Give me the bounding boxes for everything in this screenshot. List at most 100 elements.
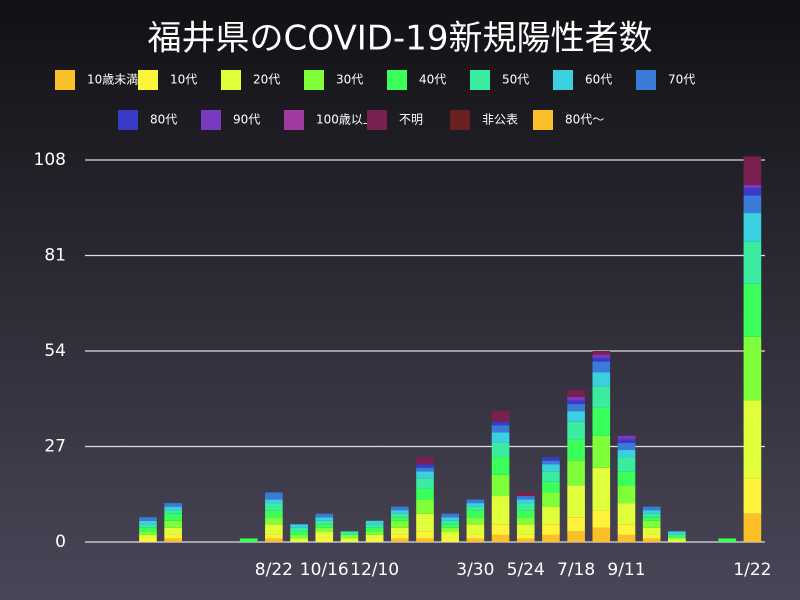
bar-segment — [516, 499, 535, 504]
bar-segment — [743, 283, 762, 337]
bar-segment — [290, 534, 308, 539]
bar-segment — [491, 474, 510, 497]
bar-segment — [642, 538, 661, 542]
bar-segment — [164, 520, 182, 528]
bar-segment — [592, 467, 611, 511]
bar-segment — [516, 524, 535, 535]
bar-segment — [567, 439, 585, 461]
legend-swatch — [221, 70, 241, 90]
bar-segment — [265, 499, 283, 504]
bar-segment — [567, 389, 585, 397]
x-tick-label: 9/11 — [607, 560, 645, 580]
bar-segment — [391, 538, 409, 542]
bar-segment — [164, 534, 182, 539]
bar-segment — [365, 524, 384, 528]
bar-segment — [139, 531, 157, 535]
bar-segment — [416, 499, 434, 514]
bar-segment — [290, 531, 308, 535]
legend-swatch — [470, 70, 490, 90]
legend-swatch — [138, 70, 158, 90]
bar-segment — [516, 517, 535, 525]
y-tick-label: 0 — [55, 532, 66, 552]
bar-segment — [416, 538, 434, 542]
legend-label: 90代 — [233, 113, 260, 127]
bar-segment — [491, 421, 510, 426]
bar-segment — [592, 510, 611, 528]
bar-segment — [567, 404, 585, 412]
bar-segment — [340, 534, 359, 539]
y-tick-label: 81 — [44, 246, 66, 266]
y-tick-label: 108 — [34, 150, 66, 170]
bar-segment — [164, 503, 182, 507]
bar-segment — [567, 400, 585, 405]
bar-segment — [365, 538, 384, 542]
bar-segment — [164, 527, 182, 535]
bar-segment — [441, 513, 459, 518]
bar-segment — [265, 517, 283, 525]
legend-swatch — [367, 110, 387, 130]
bar-segment — [743, 213, 762, 242]
legend-label: 20代 — [253, 73, 280, 87]
bar-segment — [466, 534, 485, 539]
bar-segment — [139, 520, 157, 525]
legend-swatch — [55, 70, 75, 90]
legend-swatch — [636, 70, 656, 90]
bar-segment — [542, 534, 560, 542]
bar-segment — [567, 517, 585, 532]
bar-segment — [743, 195, 762, 214]
bar-segment — [743, 241, 762, 284]
bar-segment — [668, 534, 686, 539]
bar-segment — [592, 386, 611, 408]
bar-segment — [542, 460, 560, 465]
bar-segment — [441, 538, 459, 542]
bar-segment — [416, 464, 434, 468]
bar-segment — [542, 524, 560, 535]
bar-segment — [391, 506, 409, 511]
bar-segment — [516, 496, 535, 500]
bar-segment — [416, 457, 434, 465]
bar-segment — [592, 435, 611, 468]
bar-segment — [239, 538, 258, 542]
legend-label: 40代 — [419, 73, 446, 87]
y-tick-label: 27 — [44, 437, 66, 457]
legend-label: 50代 — [502, 73, 529, 87]
bar-segment — [592, 351, 611, 355]
bar-segment — [290, 524, 308, 528]
x-tick-label: 5/24 — [507, 560, 545, 580]
bar-segment — [391, 520, 409, 528]
bar-segment — [567, 396, 585, 401]
bar-segment — [466, 524, 485, 535]
x-tick-label: 3/30 — [456, 560, 494, 580]
bar-segment — [642, 520, 661, 528]
bar-segment — [391, 534, 409, 539]
bar-segment — [567, 485, 585, 518]
x-tick-label: 8/22 — [255, 560, 293, 580]
bar-segment — [592, 407, 611, 436]
bar-segment — [617, 503, 636, 525]
legend-label: 10代 — [170, 73, 197, 87]
bar-segment — [466, 503, 485, 507]
bar-segment — [139, 527, 157, 532]
bar-segment — [139, 534, 157, 539]
bar-segment — [290, 527, 308, 532]
bar-segment — [491, 524, 510, 535]
bar-segment — [491, 425, 510, 433]
legend-swatch — [533, 110, 553, 130]
bar-segment — [617, 471, 636, 486]
bar-segment — [491, 496, 510, 525]
bar-segment — [668, 531, 686, 535]
bar-segment — [592, 372, 611, 387]
bar-segment — [617, 485, 636, 504]
bar-segment — [441, 531, 459, 539]
bar-segment — [315, 527, 334, 532]
bar-segment — [139, 538, 157, 542]
bar-segment — [617, 435, 636, 440]
bar-segment — [542, 506, 560, 525]
bar-segment — [743, 188, 762, 196]
legend-swatch — [201, 110, 221, 130]
bar-segment — [441, 524, 459, 528]
bar-segment — [466, 506, 485, 511]
bar-segment — [491, 411, 510, 422]
legend-swatch — [304, 70, 324, 90]
